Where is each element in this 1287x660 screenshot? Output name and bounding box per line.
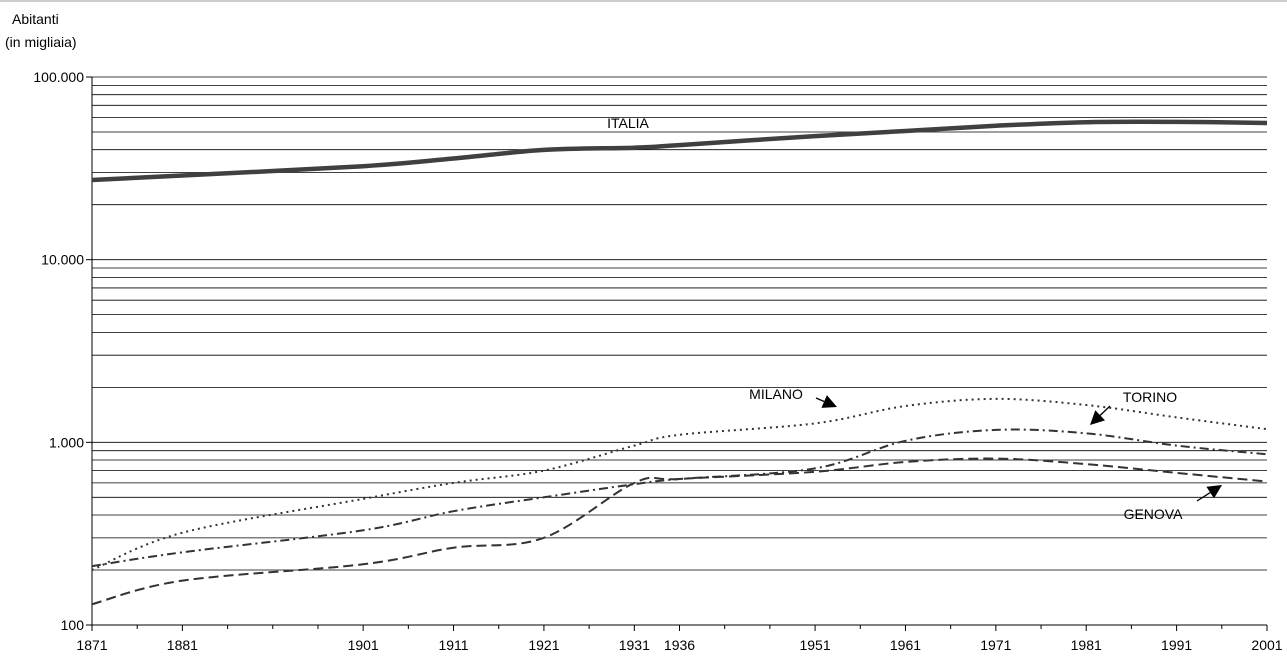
y-axis: 100 1.000 10.000 100.000 <box>33 69 93 633</box>
series-line-italia <box>91 119 1268 183</box>
series-label-italia: ITALIA <box>607 115 649 131</box>
x-tick-label: 1971 <box>980 637 1011 653</box>
series-label-torino: TORINO <box>1123 389 1177 405</box>
y-tick-label: 10.000 <box>41 252 84 268</box>
x-tick-label: 1881 <box>167 637 198 653</box>
x-axis: 1871 1881 1901 1911 1921 1931 1936 1951 1961 1971… <box>76 624 1283 653</box>
series-arrow-head-genova <box>1206 485 1222 499</box>
series-arrow-shaft-genova <box>1196 491 1211 502</box>
y-tick-label: 1.000 <box>49 434 84 450</box>
series-line-torino <box>91 428 1268 568</box>
y-axis-title-line-1: Abitanti <box>12 11 59 27</box>
series-label-genova: GENOVA <box>1124 506 1184 522</box>
x-tick-label: 1961 <box>890 637 921 653</box>
y-axis-title-line-2: (in migliaia) <box>5 34 77 50</box>
y-tick-label: 100.000 <box>33 69 84 85</box>
x-tick-label: 1921 <box>528 637 559 653</box>
x-tick-label: 1901 <box>348 637 379 653</box>
series-arrow-head-torino <box>1090 410 1105 425</box>
x-tick-label: 1936 <box>664 637 695 653</box>
x-tick-label: 1871 <box>76 637 107 653</box>
x-tick-label: 1981 <box>1071 637 1102 653</box>
series-line-milano <box>91 397 1268 571</box>
horizontal-gridlines <box>92 76 1267 571</box>
series-arrow-head-milano <box>821 395 837 408</box>
x-tick-label: 1931 <box>619 637 650 653</box>
y-tick-label: 100 <box>61 617 85 633</box>
x-tick-label: 1951 <box>799 637 830 653</box>
series-label-milano: MILANO <box>749 386 803 402</box>
series-line-genova <box>91 457 1268 606</box>
x-tick-label: 1911 <box>438 637 468 653</box>
series-arrow-shaft-milano <box>815 397 825 403</box>
series-labels: ITALIA MILANO TORINO GENOVA <box>607 115 1222 522</box>
series-arrow-shaft-torino <box>1099 405 1111 416</box>
series-lines <box>91 119 1268 606</box>
x-tick-label: 1991 <box>1161 637 1192 653</box>
x-tick-label: 2001 <box>1251 637 1282 653</box>
